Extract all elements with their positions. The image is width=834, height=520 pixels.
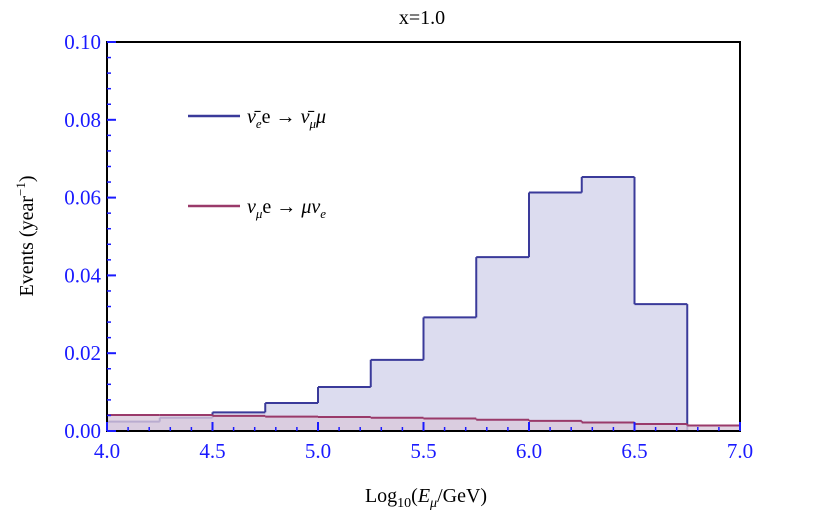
x-tick-label-2: 5.0 xyxy=(305,439,331,463)
legend: ν̄ee → ν̄μμ νμe → μνe xyxy=(188,106,326,221)
chart-title: x=1.0 xyxy=(399,7,445,29)
x-tick-label-3: 5.5 xyxy=(410,439,436,463)
x-tick-label-6: 7.0 xyxy=(727,439,753,463)
y-axis-title: Events (year−1) xyxy=(13,175,38,296)
y-tick-label-0: 0.00 xyxy=(64,419,101,443)
x-tick-label-5: 6.5 xyxy=(621,439,647,463)
legend-label-nu-mu: νμe → μνe xyxy=(247,196,326,221)
series-0-area xyxy=(107,176,740,431)
series-0 xyxy=(106,175,740,432)
x-tick-label-1: 4.5 xyxy=(199,439,225,463)
x-tick-label-0: 4.0 xyxy=(94,439,120,463)
x-axis-title: Log10(Eμ/GeV) xyxy=(365,485,487,511)
y-tick-label-2: 0.04 xyxy=(64,263,101,287)
x-tick-label-4: 6.0 xyxy=(516,439,542,463)
y-tick-label-3: 0.06 xyxy=(64,186,101,210)
y-tick-label-4: 0.08 xyxy=(64,108,101,132)
series-layer xyxy=(106,175,741,432)
legend-label-nubar-e: ν̄ee → ν̄μμ xyxy=(247,106,326,131)
y-tick-label-1: 0.02 xyxy=(64,341,101,365)
ticks-layer: 4.0 4.5 5.0 5.5 6.0 6.5 7.0 0.00 0.02 0.04 0.06 0.0… xyxy=(64,30,753,463)
y-tick-label-5: 0.10 xyxy=(64,30,101,54)
